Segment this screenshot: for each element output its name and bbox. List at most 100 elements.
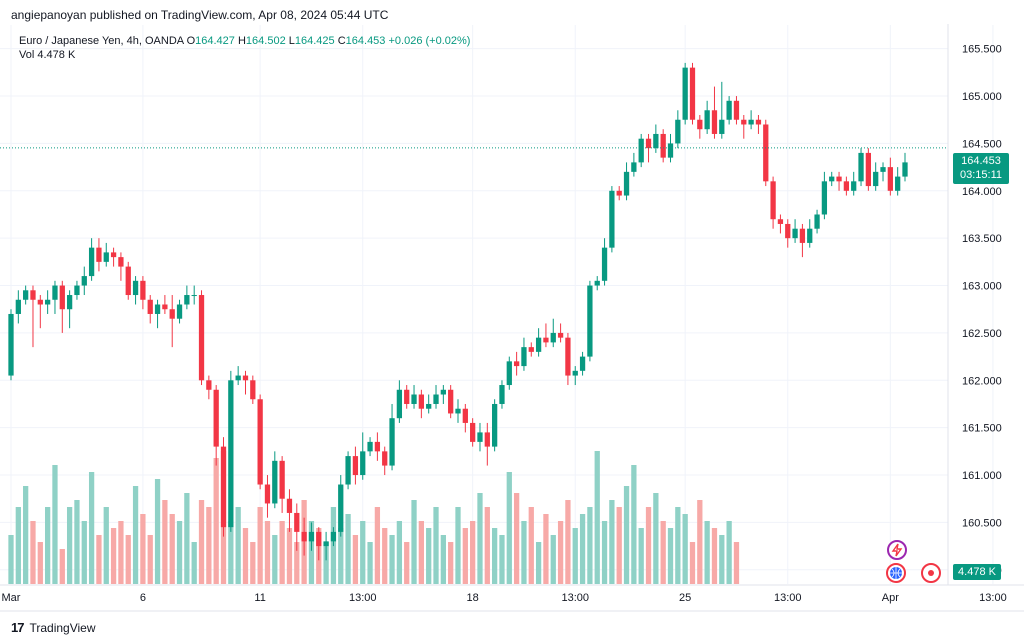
volume-label[interactable]: Vol [19,49,35,61]
volume-bar [682,514,688,584]
candle-body [477,432,483,442]
candle-body [645,138,652,149]
high-label: H [237,35,246,47]
candle-body [360,451,366,476]
candle-body [23,290,29,300]
volume-bar [704,521,710,584]
x-tick-label: 6 [140,592,146,604]
candle-body [660,133,666,158]
volume-bar [360,521,366,584]
brand-name: TradingView [29,620,96,635]
candle-body [448,389,454,414]
volume-bar [697,500,703,584]
candle-body [257,399,263,485]
candle-body [865,152,871,187]
candle-body [579,356,586,371]
volume-bar [601,521,608,584]
candle-body [565,337,571,376]
change-value: +0.026 (+0.02%) [388,35,471,47]
candle-body [213,389,219,447]
candle-body [513,361,520,367]
globe-icon[interactable] [886,563,906,583]
candle-body [726,100,732,120]
candle-body [770,181,776,220]
candle-body [462,408,468,423]
volume-bar [462,528,468,584]
candle-body [653,133,659,149]
last-price-tag: 164.453 03:15:11 [953,153,1009,184]
volume-bar [645,507,652,584]
candle-body [30,290,36,300]
x-tick-label: 18 [467,592,479,604]
volume-bar [118,521,124,584]
candle-body [88,247,95,277]
volume-bar [206,507,212,584]
candle-body [528,347,534,352]
volume-bar [30,521,36,584]
candle-body [440,389,446,395]
tradingview-logo-icon: 17 [11,620,25,635]
y-tick-label: 163.500 [962,233,1002,245]
volume-bar [345,514,351,584]
volume-bar [513,493,520,584]
volume-bar [125,535,131,584]
volume-bar [272,535,278,584]
y-tick-label: 161.500 [962,423,1002,435]
volume-bar [689,542,696,584]
volume-bar [110,528,117,584]
candle-body [8,313,14,376]
candle-body [37,299,43,305]
volume-bar [426,528,432,584]
volume-bar [440,535,446,584]
symbol-title[interactable]: Euro / Japanese Yen, 4h, OANDA [19,35,184,47]
volume-bar [382,528,388,584]
target-icon[interactable] [921,563,941,583]
candle-body [74,285,80,296]
lightning-icon[interactable] [887,540,907,560]
candle-body [52,285,58,300]
volume-tag: 4.478 K [953,564,1001,580]
volume-bar [389,535,395,584]
candle-body [301,531,307,542]
candle-body [279,460,285,499]
candle-body [689,67,696,120]
volume-bar [294,542,300,584]
candle-body [455,408,461,414]
candle-body [792,228,798,239]
candle-body [836,176,842,182]
volume-bar [367,542,373,584]
volume-bar [418,521,424,584]
volume-bar [257,507,263,584]
volume-bar [733,542,740,584]
candle-body [81,276,87,286]
candle-body [755,119,762,125]
volume-bar [37,542,43,584]
volume-bar [323,542,329,584]
volume-bar [140,514,146,584]
volume-bar [308,521,315,584]
volume-bar [711,528,718,584]
candle-body [110,252,117,258]
candle-body [140,280,146,300]
volume-bar [147,535,153,584]
candle-body [550,332,556,343]
volume-bar [433,507,439,584]
volume-bar [279,521,285,584]
volume-bar [242,528,249,584]
candle-body [374,441,381,452]
candle-body [821,181,828,215]
x-tick-label: 13:00 [349,592,377,604]
volume-bar [594,451,600,584]
volume-bar [550,535,556,584]
x-tick-label: 13:00 [774,592,802,604]
x-tick-label: Apr [882,592,899,604]
candle-body [873,171,879,187]
volume-bar [492,528,498,584]
candle-body [242,375,249,381]
volume-bar [623,486,630,584]
volume-bar [521,521,527,584]
candle-body [396,389,403,419]
candle-body [609,190,615,248]
